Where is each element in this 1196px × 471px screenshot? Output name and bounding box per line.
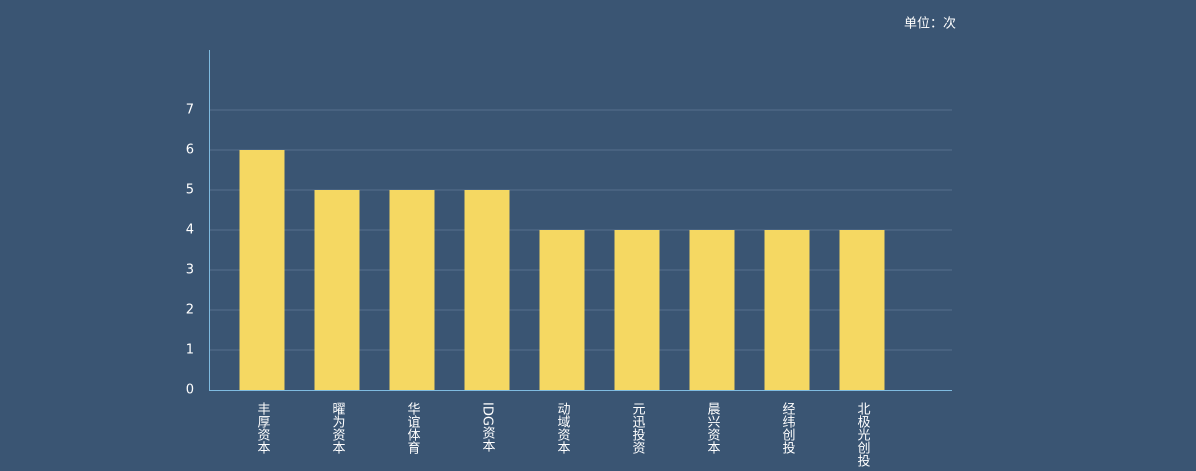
x-tick-label: 曜为资本 <box>330 402 346 454</box>
bar <box>239 150 285 390</box>
bar <box>389 190 435 390</box>
y-tick-label: 3 <box>186 263 194 278</box>
y-tick-label: 7 <box>186 103 194 118</box>
x-tick-label: 丰厚资本 <box>255 402 271 454</box>
bar <box>539 230 585 390</box>
bar <box>614 230 660 390</box>
x-tick-label: 华谊体育 <box>405 402 421 455</box>
x-tick-label: 动域资本 <box>555 402 571 454</box>
y-tick-label: 2 <box>186 303 194 318</box>
bar <box>689 230 735 390</box>
x-tick-label: IDG资本 <box>480 402 496 452</box>
bar <box>839 230 885 390</box>
unit-label: 单位：次 <box>904 16 956 32</box>
y-tick-label: 6 <box>186 143 194 158</box>
x-tick-label: 经纬创投 <box>780 402 796 455</box>
y-tick-label: 0 <box>186 383 194 398</box>
y-tick-label: 5 <box>186 183 194 198</box>
bar <box>464 190 510 390</box>
x-tick-label: 北极光创投 <box>855 402 871 468</box>
bar <box>314 190 360 390</box>
y-tick-label: 1 <box>186 343 194 358</box>
x-tick-label: 晨兴资本 <box>705 402 721 454</box>
x-tick-label: 元迅投资 <box>630 402 646 454</box>
y-tick-label: 4 <box>186 223 194 238</box>
bar <box>764 230 810 390</box>
